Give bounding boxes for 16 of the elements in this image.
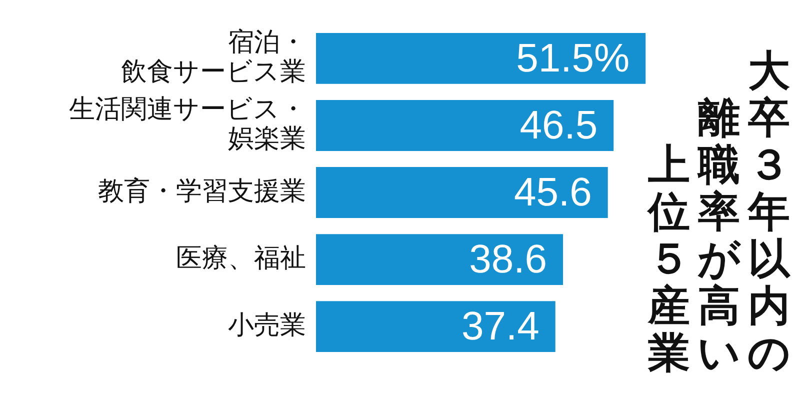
bar [316, 301, 556, 352]
data-label: 37.4 [462, 304, 540, 349]
bar [316, 167, 608, 218]
data-label: 38.6 [469, 238, 548, 282]
y-tick-label: 教育・学習支援業 [98, 176, 306, 206]
y-tick-label: 生活関連サービス・娯楽業 [69, 94, 306, 154]
bar [316, 100, 614, 151]
data-label: 45.6 [514, 170, 592, 215]
y-tick-label: 宿泊・飲食サービス業 [121, 27, 306, 88]
y-tick-label: 医療、福祉 [176, 243, 306, 274]
y-tick-label: 小売業 [228, 310, 306, 340]
bar [316, 234, 564, 286]
bar [316, 32, 646, 84]
chart-title: 大卒３年以内の離職率が高い上位５産業 [648, 46, 790, 377]
data-label: 46.5 [520, 104, 598, 148]
data-label: 51.5% [516, 36, 630, 80]
